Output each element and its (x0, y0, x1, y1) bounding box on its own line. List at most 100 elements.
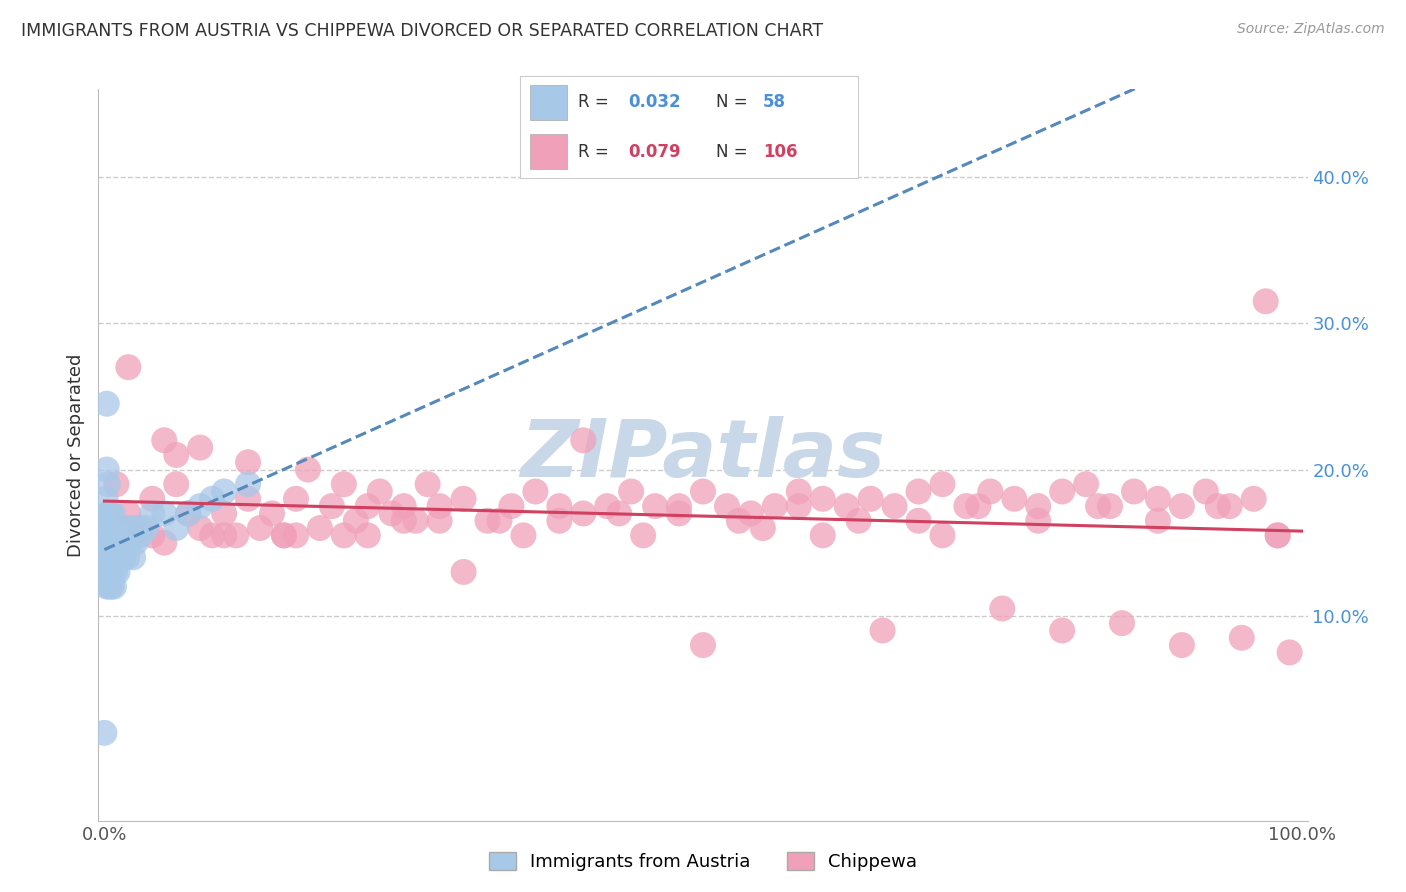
Point (117, 360, 139, 375)
Point (284, 491, 307, 506)
Text: IMMIGRANTS FROM AUSTRIA VS CHIPPEWA DIVORCED OR SEPARATED CORRELATION CHART: IMMIGRANTS FROM AUSTRIA VS CHIPPEWA DIVO… (21, 22, 824, 40)
Point (848, 514, 870, 528)
Point (357, 499, 380, 513)
Point (94, 491, 117, 506)
Point (429, 514, 451, 528)
Point (107, 565, 129, 579)
Point (96, 397, 118, 411)
Text: 0.079: 0.079 (628, 143, 681, 161)
Point (1074, 477, 1097, 491)
Point (811, 528, 834, 542)
Point (141, 491, 163, 506)
Text: N =: N = (716, 94, 752, 112)
Point (153, 535, 176, 549)
Point (107, 535, 129, 549)
Point (117, 507, 139, 521)
Point (368, 484, 391, 499)
Point (392, 514, 415, 528)
Point (107, 521, 129, 535)
Point (692, 638, 714, 652)
Point (117, 535, 139, 549)
Point (93, 726, 115, 740)
Point (188, 441, 211, 455)
Point (1050, 484, 1073, 499)
Point (100, 550, 122, 565)
Point (668, 499, 690, 513)
Point (96, 462, 118, 476)
Point (273, 528, 295, 542)
Point (100, 507, 122, 521)
Point (668, 507, 690, 521)
Point (631, 528, 654, 542)
Point (124, 535, 146, 549)
Point (115, 535, 138, 549)
Point (165, 477, 187, 491)
Point (453, 565, 475, 579)
Point (1002, 491, 1025, 506)
FancyBboxPatch shape (530, 85, 568, 120)
Point (488, 514, 510, 528)
Text: N =: N = (716, 143, 752, 161)
Point (931, 477, 953, 491)
Point (105, 477, 128, 491)
Point (141, 528, 163, 542)
Point (344, 514, 367, 528)
Point (260, 507, 283, 521)
Point (644, 499, 666, 513)
Point (96, 580, 118, 594)
Point (872, 624, 894, 638)
Point (104, 535, 127, 549)
Text: 106: 106 (763, 143, 797, 161)
Point (212, 484, 235, 499)
Point (201, 491, 224, 506)
Point (112, 550, 135, 565)
Point (548, 514, 571, 528)
Point (392, 499, 415, 513)
Point (1123, 484, 1146, 499)
Point (110, 550, 132, 565)
Point (1230, 631, 1253, 645)
Point (333, 528, 356, 542)
FancyBboxPatch shape (530, 135, 568, 169)
Point (381, 507, 404, 521)
Point (716, 499, 738, 513)
Point (967, 499, 990, 513)
Point (512, 528, 534, 542)
Point (107, 550, 129, 565)
Point (1195, 484, 1218, 499)
Text: Source: ZipAtlas.com: Source: ZipAtlas.com (1237, 22, 1385, 37)
Point (177, 507, 200, 521)
Point (105, 521, 128, 535)
Point (103, 550, 125, 565)
Point (1219, 499, 1241, 513)
Point (1278, 645, 1301, 659)
Point (931, 528, 953, 542)
Point (135, 521, 157, 535)
Point (98, 580, 121, 594)
Point (1171, 499, 1194, 513)
Point (96, 521, 118, 535)
Point (97, 535, 120, 549)
Point (309, 521, 332, 535)
Point (357, 528, 380, 542)
Point (225, 528, 247, 542)
Point (405, 514, 427, 528)
Point (907, 484, 929, 499)
Point (991, 601, 1014, 615)
Point (477, 514, 499, 528)
Point (98, 521, 121, 535)
Point (236, 491, 259, 506)
Point (416, 477, 439, 491)
Point (740, 507, 762, 521)
Text: R =: R = (578, 143, 613, 161)
Point (692, 484, 714, 499)
Point (129, 528, 152, 542)
Point (273, 528, 295, 542)
Point (835, 499, 858, 513)
Point (188, 499, 211, 513)
Point (188, 521, 211, 535)
Point (907, 514, 929, 528)
Point (596, 499, 619, 513)
Point (883, 499, 905, 513)
Point (1147, 514, 1170, 528)
